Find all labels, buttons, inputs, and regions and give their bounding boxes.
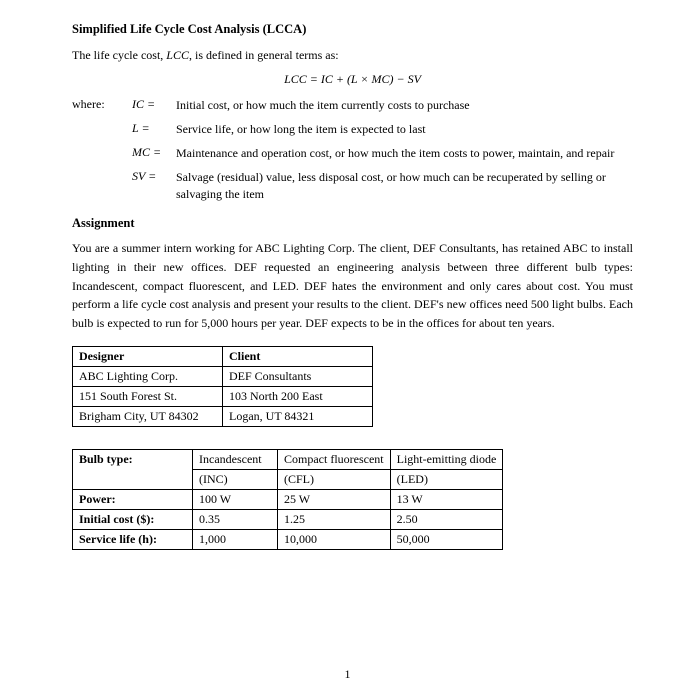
definitions-grid: where: IC = Initial cost, or how much th… bbox=[72, 97, 633, 202]
section-title: Simplified Life Cycle Cost Analysis (LCC… bbox=[72, 22, 633, 37]
assignment-text: You are a summer intern working for ABC … bbox=[72, 239, 633, 332]
intro-text: The life cycle cost, LCC, is defined in … bbox=[72, 47, 633, 64]
table-cell: Brigham City, UT 84302 bbox=[73, 407, 223, 427]
lcc-formula: LCC = IC + (L × MC) − SV bbox=[72, 72, 633, 87]
table-cell: 1,000 bbox=[193, 530, 278, 550]
table-header: Client bbox=[223, 347, 373, 367]
table-row: Bulb type: Incandescent Compact fluoresc… bbox=[73, 450, 503, 470]
table-cell: Incandescent bbox=[193, 450, 278, 470]
row-label: Service life (h): bbox=[73, 530, 193, 550]
table-cell: 50,000 bbox=[390, 530, 503, 550]
table-cell: Compact fluorescent bbox=[278, 450, 391, 470]
table-cell: 103 North 200 East bbox=[223, 387, 373, 407]
table-cell: 25 W bbox=[278, 490, 391, 510]
def-desc: Maintenance and operation cost, or how m… bbox=[176, 145, 633, 162]
def-desc: Service life, or how long the item is ex… bbox=[176, 121, 633, 138]
where-label: where: bbox=[72, 97, 132, 114]
table-cell: (INC) bbox=[193, 470, 278, 490]
table-cell: 100 W bbox=[193, 490, 278, 510]
table-row: Brigham City, UT 84302 Logan, UT 84321 bbox=[73, 407, 373, 427]
table-row: Designer Client bbox=[73, 347, 373, 367]
def-sym: MC = bbox=[132, 145, 176, 162]
def-sym: SV = bbox=[132, 169, 176, 203]
table-header: Designer bbox=[73, 347, 223, 367]
table-row: ABC Lighting Corp. DEF Consultants bbox=[73, 367, 373, 387]
bulb-comparison-table: Bulb type: Incandescent Compact fluoresc… bbox=[72, 449, 503, 550]
table-row: Service life (h): 1,000 10,000 50,000 bbox=[73, 530, 503, 550]
assignment-heading: Assignment bbox=[72, 216, 633, 231]
table-row: Power: 100 W 25 W 13 W bbox=[73, 490, 503, 510]
table-cell: Light-emitting diode bbox=[390, 450, 503, 470]
table-cell: 10,000 bbox=[278, 530, 391, 550]
row-label: Bulb type: bbox=[73, 450, 193, 490]
row-label: Power: bbox=[73, 490, 193, 510]
page-number: 1 bbox=[0, 667, 695, 682]
def-sym: L = bbox=[132, 121, 176, 138]
table-row: 151 South Forest St. 103 North 200 East bbox=[73, 387, 373, 407]
table-cell: DEF Consultants bbox=[223, 367, 373, 387]
designer-client-table: Designer Client ABC Lighting Corp. DEF C… bbox=[72, 346, 373, 427]
table-cell: (CFL) bbox=[278, 470, 391, 490]
table-cell: 2.50 bbox=[390, 510, 503, 530]
row-label: Initial cost ($): bbox=[73, 510, 193, 530]
table-cell: ABC Lighting Corp. bbox=[73, 367, 223, 387]
table-cell: 13 W bbox=[390, 490, 503, 510]
table-cell: Logan, UT 84321 bbox=[223, 407, 373, 427]
table-cell: 151 South Forest St. bbox=[73, 387, 223, 407]
table-cell: (LED) bbox=[390, 470, 503, 490]
table-cell: 1.25 bbox=[278, 510, 391, 530]
table-cell: 0.35 bbox=[193, 510, 278, 530]
def-sym: IC = bbox=[132, 97, 176, 114]
def-desc: Initial cost, or how much the item curre… bbox=[176, 97, 633, 114]
table-row: Initial cost ($): 0.35 1.25 2.50 bbox=[73, 510, 503, 530]
def-desc: Salvage (residual) value, less disposal … bbox=[176, 169, 633, 203]
